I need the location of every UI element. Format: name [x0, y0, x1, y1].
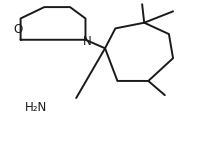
Text: N: N: [83, 35, 92, 48]
Text: H₂N: H₂N: [25, 101, 47, 114]
Text: O: O: [13, 23, 22, 36]
